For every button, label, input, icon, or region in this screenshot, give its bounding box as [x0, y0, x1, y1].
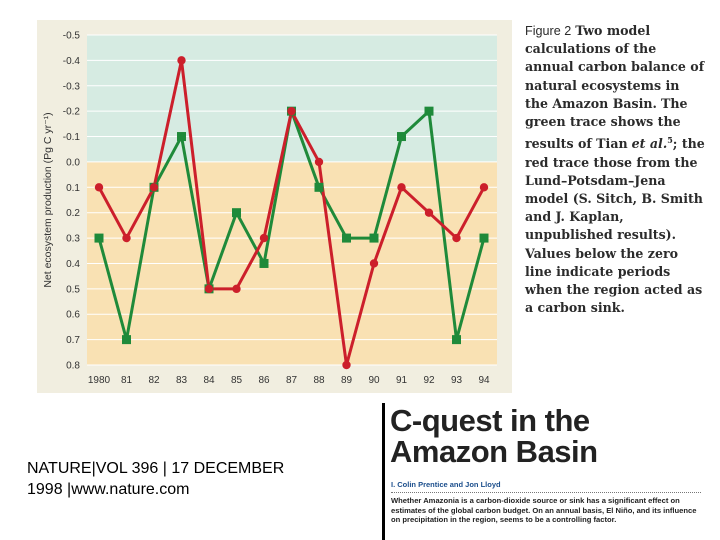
citation: NATURE|VOL 396 | 17 DECEMBER 1998 |www.n… — [27, 458, 357, 500]
point-red — [94, 183, 104, 192]
x-tick-label: 94 — [478, 375, 490, 386]
article-title-line-2: Amazon Basin — [390, 434, 598, 469]
article-divider — [391, 492, 701, 493]
x-tick-label: 88 — [313, 375, 325, 386]
x-tick-label: 83 — [176, 375, 188, 386]
y-tick-label: 0.2 — [66, 208, 80, 219]
point-red — [342, 360, 351, 370]
point-green — [342, 233, 351, 243]
x-tick-label: 86 — [258, 375, 270, 386]
point-red — [369, 259, 379, 268]
point-green — [424, 106, 434, 116]
point-green — [369, 233, 379, 243]
x-tick-label: 85 — [231, 375, 243, 386]
caption-superscript: 5 — [667, 135, 673, 146]
x-tick-label: 90 — [368, 375, 380, 386]
point-red — [149, 183, 159, 192]
point-red — [287, 106, 296, 116]
x-tick-label: 84 — [203, 375, 215, 386]
point-green — [314, 182, 324, 192]
point-green — [94, 233, 104, 243]
citation-line-2: 1998 |www.nature.com — [27, 481, 190, 498]
caption-text-1: The green trace shows the results of Tia… — [525, 95, 688, 152]
article-title-line-1: C-quest in the — [390, 403, 590, 438]
x-tick-label: 1980 — [88, 375, 111, 386]
figure-label: Figure 2 — [525, 24, 572, 38]
y-tick-label: 0.5 — [66, 284, 80, 295]
y-tick-label: -0.1 — [63, 132, 81, 143]
article-rule — [382, 403, 385, 540]
y-tick-label: -0.3 — [63, 81, 81, 92]
y-tick-label: 0.8 — [66, 361, 80, 372]
x-tick-label: 92 — [423, 375, 435, 386]
article-authors: I. Colin Prentice and Jon Lloyd — [391, 480, 501, 489]
point-red — [452, 233, 461, 243]
x-tick-label: 81 — [121, 375, 133, 386]
point-green — [122, 335, 131, 345]
point-red — [397, 183, 406, 192]
y-tick-label: -0.2 — [63, 107, 81, 118]
point-red — [479, 183, 489, 192]
point-red — [259, 233, 269, 243]
point-red — [314, 157, 324, 167]
point-green — [452, 335, 461, 345]
point-green — [232, 208, 241, 218]
point-green — [259, 258, 269, 268]
point-red — [424, 208, 434, 217]
y-tick-label: 0.7 — [66, 335, 80, 346]
y-axis-label: Net ecosystem production (Pg C yr⁻¹) — [42, 112, 54, 287]
point-red — [177, 56, 186, 65]
x-tick-label: 91 — [396, 375, 408, 386]
article-title: C-quest in the Amazon Basin — [390, 405, 598, 467]
y-tick-label: 0.6 — [66, 310, 80, 321]
caption-title: Two model calculations of the annual car… — [525, 23, 705, 111]
caption-italic: et al. — [631, 136, 668, 152]
point-green — [177, 132, 186, 142]
citation-line-1: NATURE|VOL 396 | 17 DECEMBER — [27, 460, 285, 477]
y-tick-label: -0.4 — [63, 56, 81, 67]
y-tick-label: 0.3 — [66, 234, 80, 245]
article-summary: Whether Amazonia is a carbon-dioxide sou… — [391, 496, 697, 524]
figure-caption: Figure 2 Two model calculations of the a… — [525, 22, 705, 317]
y-tick-label: 0.4 — [66, 259, 80, 270]
point-green — [479, 233, 489, 243]
article-header: C-quest in the Amazon Basin I. Colin Pre… — [382, 403, 702, 540]
point-green — [397, 132, 406, 142]
figure-panel: -0.5 -0.4 -0.3 -0.2 -0.1 0.0 0.1 0.2 0.3 0.4 0.5 0.… — [37, 20, 512, 393]
x-tick-label: 93 — [451, 375, 463, 386]
point-red — [204, 284, 214, 294]
upper-band — [87, 35, 497, 162]
npp-chart: -0.5 -0.4 -0.3 -0.2 -0.1 0.0 0.1 0.2 0.3 0.4 0.5 0.… — [42, 31, 497, 386]
y-tick-label: 0.1 — [66, 183, 80, 194]
x-tick-label: 82 — [148, 375, 160, 386]
x-tick-label: 87 — [286, 375, 298, 386]
point-red — [232, 284, 241, 294]
y-tick-label: 0.0 — [66, 157, 80, 168]
point-red — [122, 233, 131, 243]
x-tick-label: 89 — [341, 375, 353, 386]
caption-text-2: ; the red trace those from the Lund–Pots… — [525, 136, 705, 316]
y-tick-label: -0.5 — [63, 31, 81, 42]
